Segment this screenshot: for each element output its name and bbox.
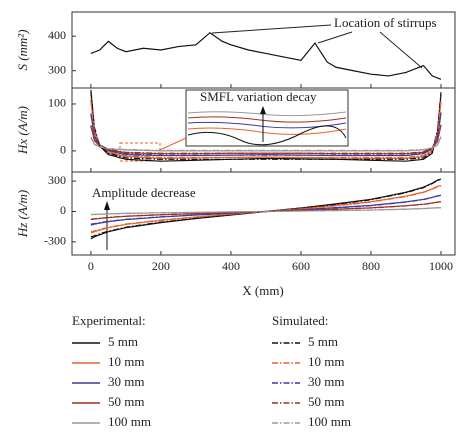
- x-tick-label: 1000: [429, 259, 453, 273]
- y-tick-label: 400: [48, 28, 66, 42]
- y-tick-label: 0: [60, 143, 66, 157]
- legend-label: 10 mm: [108, 354, 144, 369]
- y-tick-label: 300: [48, 173, 66, 187]
- legend-label: 50 mm: [108, 394, 144, 409]
- y-axis-label: Hx (A/m): [15, 106, 30, 155]
- series-line: [90, 207, 442, 216]
- y-axis-label: S (mm²): [15, 29, 30, 70]
- y-tick-label: 0: [60, 203, 66, 217]
- x-tick-label: 0: [88, 259, 94, 273]
- data-line: [90, 31, 442, 80]
- legend-label: 5 mm: [108, 334, 138, 349]
- series-line: [90, 201, 442, 220]
- legend-label: 10 mm: [308, 354, 344, 369]
- series-line: [90, 201, 442, 221]
- series-line: [90, 100, 442, 159]
- plot-frame: [71, 11, 456, 256]
- legend-title: Experimental:: [72, 313, 146, 328]
- legend-label: 100 mm: [108, 414, 151, 429]
- y-axis-label: Hz (A/m): [15, 190, 30, 238]
- inset-decoration: [187, 106, 347, 146]
- annotation-arrowhead: [104, 201, 110, 210]
- legend-label: 30 mm: [308, 374, 344, 389]
- legend-label: 50 mm: [308, 394, 344, 409]
- legend-label: 100 mm: [308, 414, 351, 429]
- series-line: [90, 92, 442, 160]
- legend-title: Simulated:: [272, 313, 328, 328]
- y-tick-label: -300: [44, 234, 66, 248]
- inset-box: [185, 89, 349, 147]
- y-tick-label: 300: [48, 62, 66, 76]
- y-tick-label: 100: [48, 96, 66, 110]
- x-tick-label: 400: [222, 259, 240, 273]
- series-line: [90, 89, 442, 162]
- annotation: Location of stirrups: [334, 15, 437, 30]
- zoom-arrow: [159, 137, 187, 151]
- x-tick-label: 600: [292, 259, 310, 273]
- annotation: Amplitude decrease: [92, 185, 196, 200]
- legend-label: 30 mm: [108, 374, 144, 389]
- annotation: SMFL variation decay: [200, 89, 317, 104]
- legend-label: 5 mm: [308, 334, 338, 349]
- series-line: [90, 124, 442, 154]
- annotation-arrows: [211, 24, 423, 69]
- x-tick-label: 800: [362, 259, 380, 273]
- x-axis-label: X (mm): [242, 283, 284, 298]
- x-tick-label: 200: [152, 259, 170, 273]
